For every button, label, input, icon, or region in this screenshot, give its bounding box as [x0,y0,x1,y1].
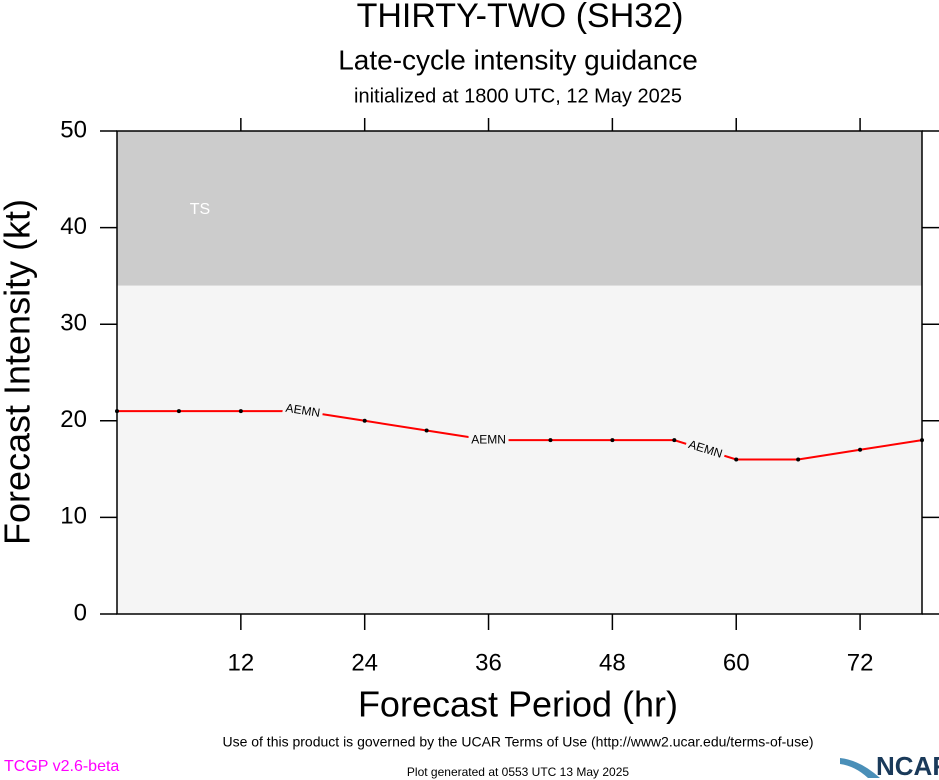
y-tick-label: 30 [60,310,87,337]
logo-mark [840,758,880,778]
x-tick-label: 12 [227,649,254,676]
data-point [672,438,677,443]
data-point [858,447,863,452]
init-time: initialized at 1800 UTC, 12 May 2025 [354,85,682,107]
chart-title: THIRTY-TWO (SH32) [357,0,684,35]
annotation-bg [684,438,727,462]
data-point [424,428,429,433]
annotation-bg [282,402,324,421]
y-axis-label: Forecast Intensity (kt) [0,199,38,545]
series-name-label: AEMN [285,401,321,420]
y-tick-label: 0 [74,599,87,626]
data-point [920,438,924,443]
data-point [362,418,367,423]
series-annotation: AEMN [282,401,324,421]
logo-text: NCAR [876,751,939,780]
y-tick-label: 40 [60,213,87,240]
x-tick-label: 48 [599,649,626,676]
y-tick-label: 20 [60,406,87,433]
data-point [176,409,181,414]
series-annotation: AEMN [468,432,509,447]
data-point [115,409,119,414]
band-label: TS [190,201,210,218]
terms-footer: Use of this product is governed by the U… [222,734,813,750]
data-point [610,438,615,443]
generated-label: Plot generated at 0553 UTC 13 May 2025 [407,765,629,779]
data-point [796,457,801,462]
chart-subtitle: Late-cycle intensity guidance [338,44,698,75]
y-tick-label: 50 [60,116,87,143]
data-point [734,457,739,462]
data-point [238,409,243,414]
version-label: TCGP v2.6-beta [4,758,119,775]
x-axis-label: Forecast Period (hr) [358,684,678,725]
x-tick-label: 36 [475,649,502,676]
x-tick-label: 60 [723,649,750,676]
x-tick-label: 24 [351,649,378,676]
annotation-bg [468,434,509,447]
y-tick-label: 10 [60,503,87,530]
plot-frame [116,130,923,615]
series-name-label: AEMN [471,432,506,446]
x-tick-label: 72 [847,649,874,676]
data-point [548,438,553,443]
series-line [117,410,923,461]
intensity-band [117,131,922,286]
